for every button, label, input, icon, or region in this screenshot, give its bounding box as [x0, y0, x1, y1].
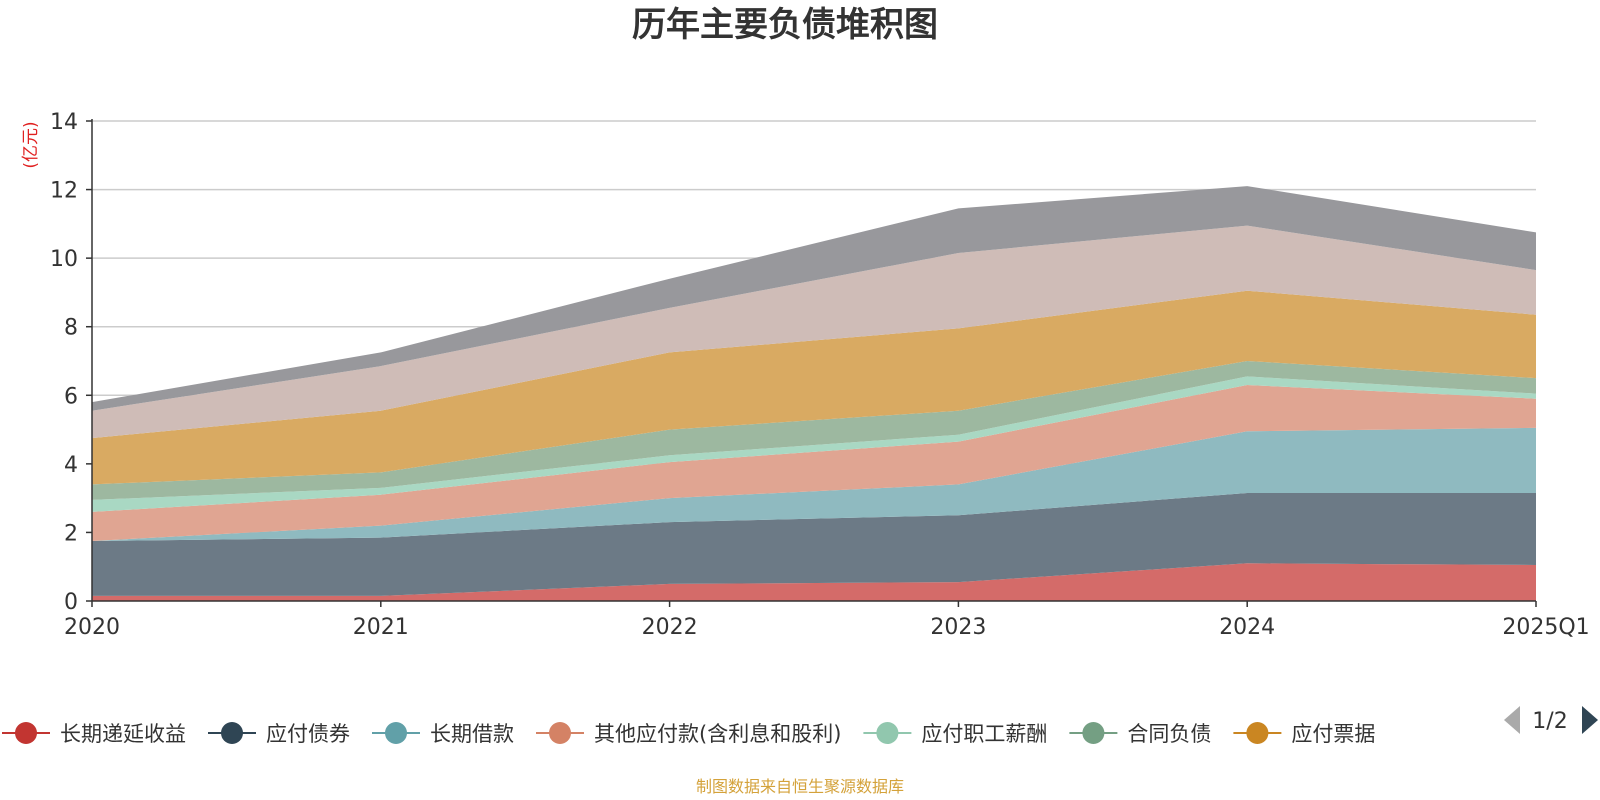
y-tick-label: 0: [64, 590, 78, 615]
legend-marker-icon: [221, 722, 243, 744]
legend-label: 合同负债: [1127, 722, 1211, 746]
legend-marker-icon: [549, 722, 571, 744]
legend-label: 其他应付款(含利息和股利): [594, 722, 841, 746]
y-tick-label: 12: [50, 179, 78, 204]
area-series-2[interactable]: [92, 427, 1536, 541]
legend-marker-icon: [1246, 722, 1269, 744]
y-tick-label: 8: [64, 316, 78, 341]
y-tick-label: 10: [50, 247, 78, 272]
legend-items: 长期递延收益 应付债券 长期借款 其他应付款(含利息和股利) 应付职工薪酬 合同负债 应付票…: [2, 722, 1375, 746]
x-tick-label: 2021: [353, 615, 409, 640]
y-tick-label: 2: [64, 521, 78, 546]
legend-item[interactable]: 其他应付款(含利息和股利): [536, 722, 841, 746]
legend-label: 应付票据: [1291, 722, 1375, 746]
area-series-8[interactable]: [92, 186, 1536, 411]
y-tick-label: 4: [64, 453, 78, 478]
y-tick-label: 14: [50, 110, 78, 135]
legend-item[interactable]: 应付债券: [208, 722, 350, 746]
data-source-note: 制图数据来自恒生聚源数据库: [696, 777, 904, 796]
x-tick-label: 2020: [64, 615, 120, 640]
area-series-5[interactable]: [92, 361, 1536, 500]
axes: 0 2 4 6 8 10 12 14 2020 2021 2022 2023 2024 2025Q1: [50, 110, 1590, 640]
legend-next-icon[interactable]: [1582, 706, 1598, 734]
area-series-1[interactable]: [92, 493, 1536, 596]
area-series-6[interactable]: [92, 290, 1536, 485]
legend-marker-icon: [15, 722, 37, 744]
area-series-0[interactable]: [92, 563, 1536, 601]
legend-marker-icon: [1082, 722, 1105, 744]
legend-prev-icon[interactable]: [1504, 706, 1520, 734]
legend-label: 应付债券: [266, 722, 350, 746]
x-tick-label: 2025Q1: [1502, 615, 1589, 640]
x-tick-label: 2022: [642, 615, 698, 640]
legend-marker-icon: [876, 722, 899, 744]
legend-pager: 1/2: [1504, 706, 1598, 734]
area-series: [92, 186, 1536, 601]
x-tick-label: 2023: [930, 615, 986, 640]
legend-marker-icon: [385, 722, 407, 744]
area-series-4[interactable]: [92, 376, 1536, 512]
area-series-7[interactable]: [92, 225, 1536, 439]
y-tick-label: 6: [64, 384, 78, 409]
legend-item[interactable]: 长期借款: [372, 722, 514, 746]
legend-item[interactable]: 应付职工薪酬: [863, 722, 1047, 746]
legend-item[interactable]: 合同负债: [1069, 722, 1211, 746]
legend-label: 应付职工薪酬: [921, 722, 1047, 746]
chart-title: 历年主要负债堆积图: [632, 5, 938, 45]
legend-label: 长期递延收益: [60, 722, 186, 746]
y-axis-unit: (亿元): [21, 121, 41, 168]
legend-page-indicator: 1/2: [1532, 709, 1567, 734]
area-series-3[interactable]: [92, 385, 1536, 541]
legend-label: 长期借款: [430, 722, 514, 746]
legend: 长期递延收益 应付债券 长期借款 其他应付款(含利息和股利) 应付职工薪酬 合同负债 应付票…: [2, 722, 1375, 746]
x-tick-label: 2024: [1219, 615, 1275, 640]
legend-item[interactable]: 长期递延收益: [2, 722, 186, 746]
legend-item[interactable]: 应付票据: [1233, 722, 1375, 746]
